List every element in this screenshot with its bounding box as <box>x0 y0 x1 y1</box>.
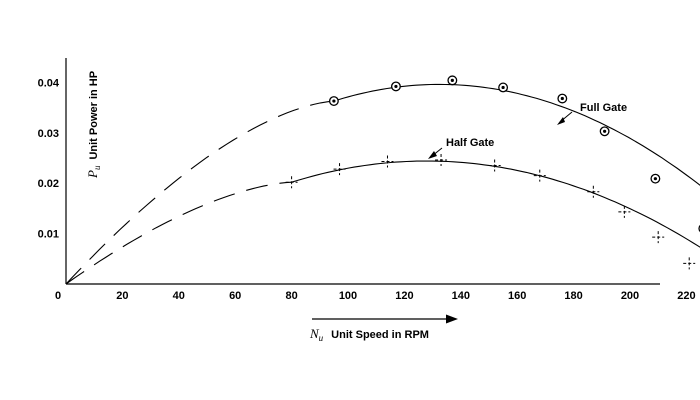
x-tick-label: 60 <box>229 290 241 302</box>
y-axis-symbol: P <box>85 170 100 179</box>
half-gate-data-point <box>488 159 501 172</box>
x-tick-label: 100 <box>339 290 357 302</box>
x-tick-label: 80 <box>285 290 297 302</box>
plot-area: 0 20 40 60 80 100 120 140 160 180 200 220 0.010.020… <box>38 58 700 302</box>
half-gate-data-point <box>435 154 448 167</box>
y-axis-symbol-sub: u <box>92 165 102 170</box>
half-gate-data-point <box>381 155 394 168</box>
y-axis-title: Pu Unit Power in HP <box>85 71 102 179</box>
half-gate-data-point <box>285 176 298 189</box>
y-axis-label: Unit Power in HP <box>88 71 100 160</box>
x-axis-symbol: N <box>309 326 320 341</box>
full-gate-data-point <box>557 93 568 104</box>
y-tick-labels: 0.01 0.02 0.03 0.04 <box>38 77 60 240</box>
series-label-full-gate: Full Gate <box>557 102 627 125</box>
x-tick-label: 120 <box>395 290 413 302</box>
full-gate-extrapolated-line <box>65 100 334 285</box>
half-gate-fit-line <box>291 160 700 248</box>
x-tick-label: 200 <box>621 290 639 302</box>
full-gate-data-point <box>498 82 509 93</box>
half-gate-data-point <box>333 163 346 176</box>
x-tick-label: 0 <box>55 290 61 302</box>
half-gate-label: Half Gate <box>446 137 494 149</box>
svg-text:PuUnit Power in HP: Pu Unit Power in HP <box>85 71 102 179</box>
x-axis-symbol-sub: u <box>319 333 324 343</box>
half-gate-data-point <box>652 231 665 244</box>
x-tick-label: 20 <box>116 290 128 302</box>
x-tick-label: 180 <box>564 290 582 302</box>
x-tick-label: 220 <box>677 290 695 302</box>
x-tick-labels: 0 20 40 60 80 100 120 140 160 180 200 220 <box>55 290 696 302</box>
x-axis-title: Nu Unit Speed in RPM <box>309 314 458 343</box>
half-gate-data-point <box>533 169 546 182</box>
full-gate-data-point <box>390 81 401 92</box>
x-axis-label: Unit Speed in RPM <box>331 329 429 341</box>
x-tick-label: 40 <box>173 290 185 302</box>
full-gate-pointer-head <box>557 117 565 125</box>
full-gate-data-point <box>447 75 458 86</box>
full-gate-label: Full Gate <box>580 102 627 114</box>
x-axis-arrow-head <box>446 314 458 324</box>
half-gate-data-point <box>618 205 631 218</box>
full-gate-data-point <box>599 126 610 137</box>
series-curves <box>65 83 700 285</box>
full-gate-fit-line <box>333 83 700 186</box>
x-tick-label: 160 <box>508 290 526 302</box>
half-gate-data-point <box>683 257 696 270</box>
y-tick-label: 0.04 <box>38 77 60 89</box>
y-tick-label: 0.01 <box>38 229 59 241</box>
half-gate-extrapolated-line <box>65 181 292 285</box>
full-gate-data-point <box>328 96 339 106</box>
half-gate-data-point <box>587 185 600 198</box>
series-label-half-gate: Half Gate <box>428 137 494 159</box>
x-tick-label: 140 <box>452 290 470 302</box>
y-tick-label: 0.02 <box>38 178 59 190</box>
y-tick-label: 0.03 <box>38 128 59 140</box>
half-gate-pointer-head <box>428 151 437 159</box>
series-markers <box>285 75 700 270</box>
full-gate-data-point <box>650 173 661 184</box>
